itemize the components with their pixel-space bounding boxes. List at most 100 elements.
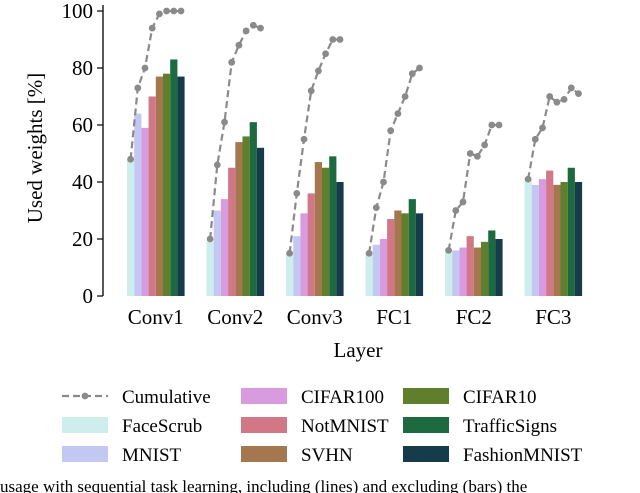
cumulative-point xyxy=(524,175,532,183)
figure-caption: usage with sequential task learning, inc… xyxy=(0,473,640,493)
cumulative-point xyxy=(459,198,467,206)
bar-cifar10-conv1 xyxy=(163,73,171,296)
bar-fashionmnist-fc3 xyxy=(574,182,583,296)
legend: Cumulative CIFAR100 CIFAR10 FaceScrub NotMNI… xyxy=(62,387,583,466)
used-weights-chart: 0 20 40 60 80 100 Conv1 Conv2 Conv3 FC1 FC2 FC3 Use… xyxy=(23,0,583,466)
bar-notmnist-conv1 xyxy=(148,96,156,296)
legend-label-facescrub: FaceScrub xyxy=(122,416,202,437)
y-axis-label: Used weights [%] xyxy=(23,73,47,223)
bar-cifar100-fc1 xyxy=(379,239,388,296)
bar-trafficsigns-conv2 xyxy=(249,122,257,297)
bar-svhn-fc1 xyxy=(394,210,402,296)
legend-swatch-notmnist xyxy=(241,417,287,433)
x-axis-label: Layer xyxy=(334,338,383,362)
y-tick-label: 0 xyxy=(83,284,94,308)
cumulative-line-fc3 xyxy=(527,86,580,180)
cumulative-point xyxy=(394,110,402,117)
bar-mnist-fc1 xyxy=(372,244,380,296)
bar-cifar100-conv1 xyxy=(141,127,149,296)
legend-swatch-cifar10 xyxy=(403,388,449,404)
bar-notmnist-conv2 xyxy=(228,167,236,296)
bar-trafficsigns-fc3 xyxy=(567,167,575,296)
bar-svhn-fc2 xyxy=(473,247,481,296)
cumulative-point xyxy=(249,21,257,29)
x-tick-label: FC3 xyxy=(535,305,571,329)
cumulative-point xyxy=(170,7,178,15)
cumulative-point xyxy=(445,247,452,254)
bar-facescrub-fc2 xyxy=(445,250,453,296)
cumulative-point xyxy=(329,36,337,43)
bar-cifar100-conv3 xyxy=(300,213,308,296)
bar-fashionmnist-conv1 xyxy=(177,76,185,296)
legend-swatch-facescrub xyxy=(62,417,108,433)
cumulative-point xyxy=(452,207,460,214)
bar-trafficsigns-conv3 xyxy=(329,156,337,296)
cumulative-line-conv3 xyxy=(288,38,340,254)
cumulative-point xyxy=(575,90,582,98)
legend-label-trafficsigns: TrafficSigns xyxy=(463,416,557,437)
cumulative-point xyxy=(495,121,503,129)
cumulative-point xyxy=(560,95,568,103)
cumulative-point xyxy=(235,41,243,49)
bar-fashionmnist-fc2 xyxy=(495,239,503,296)
bar-cifar10-conv3 xyxy=(322,167,330,296)
bar-trafficsigns-fc1 xyxy=(408,199,416,296)
x-tick-label: Conv3 xyxy=(287,305,343,329)
cumulative-point xyxy=(300,135,308,143)
bar-facescrub-fc3 xyxy=(524,179,532,296)
cumulative-point xyxy=(531,135,539,143)
bar-mnist-conv2 xyxy=(213,210,221,296)
cumulative-point xyxy=(293,190,301,197)
cumulative-point xyxy=(380,178,387,186)
legend-label-cumulative: Cumulative xyxy=(122,387,211,408)
cumulative-point xyxy=(481,141,488,149)
cumulative-point xyxy=(553,98,561,106)
x-tick-label: FC2 xyxy=(456,305,492,329)
cumulative-point xyxy=(228,58,236,66)
bar-notmnist-fc3 xyxy=(546,170,554,296)
cumulative-point xyxy=(322,50,329,58)
bar-svhn-conv2 xyxy=(235,142,243,296)
bar-mnist-conv1 xyxy=(134,113,142,296)
cumulative-point xyxy=(286,249,293,257)
y-tick-label: 100 xyxy=(62,0,94,23)
cumulative-line-fc1 xyxy=(368,67,421,254)
legend-label-fashionmnist: FashionMNIST xyxy=(463,445,583,466)
bar-notmnist-conv3 xyxy=(307,193,315,296)
bar-mnist-conv3 xyxy=(293,236,301,296)
bar-notmnist-fc1 xyxy=(387,219,395,296)
legend-swatch-svhn xyxy=(241,446,287,462)
cumulative-point xyxy=(416,64,423,72)
bar-fashionmnist-conv3 xyxy=(336,182,344,296)
cumulative-point xyxy=(307,87,315,95)
bars xyxy=(127,59,583,297)
bar-facescrub-conv3 xyxy=(286,253,294,296)
cumulative-point xyxy=(401,93,409,100)
bar-mnist-fc3 xyxy=(531,184,539,296)
x-tick-label: Conv2 xyxy=(207,305,263,329)
legend-swatch-cifar100 xyxy=(241,388,287,404)
cumulative-lines xyxy=(127,7,582,257)
legend-swatch-trafficsigns xyxy=(403,417,449,433)
cumulative-point xyxy=(221,118,228,126)
bar-facescrub-fc1 xyxy=(365,253,373,296)
legend-label-notmnist: NotMNIST xyxy=(301,416,389,437)
cumulative-point xyxy=(365,249,373,257)
y-tick-label: 40 xyxy=(72,170,93,194)
cumulative-point xyxy=(257,24,264,32)
cumulative-point xyxy=(156,10,163,18)
bar-trafficsigns-conv1 xyxy=(170,59,178,297)
axes: 0 20 40 60 80 100 Conv1 Conv2 Conv3 FC1 FC2 FC3 xyxy=(62,0,572,329)
bar-cifar10-conv2 xyxy=(242,136,250,296)
legend-label-mnist: MNIST xyxy=(122,445,182,466)
y-tick-label: 60 xyxy=(72,113,93,137)
legend-cumulative-marker xyxy=(81,392,89,400)
cumulative-point xyxy=(336,36,344,43)
x-tick-label: Conv1 xyxy=(128,305,184,329)
bar-cifar100-fc3 xyxy=(538,179,547,296)
y-tick-label: 80 xyxy=(72,56,93,80)
cumulative-point xyxy=(474,152,481,160)
legend-label-svhn: SVHN xyxy=(301,445,353,466)
bar-mnist-fc2 xyxy=(452,250,460,296)
cumulative-point xyxy=(206,235,214,243)
